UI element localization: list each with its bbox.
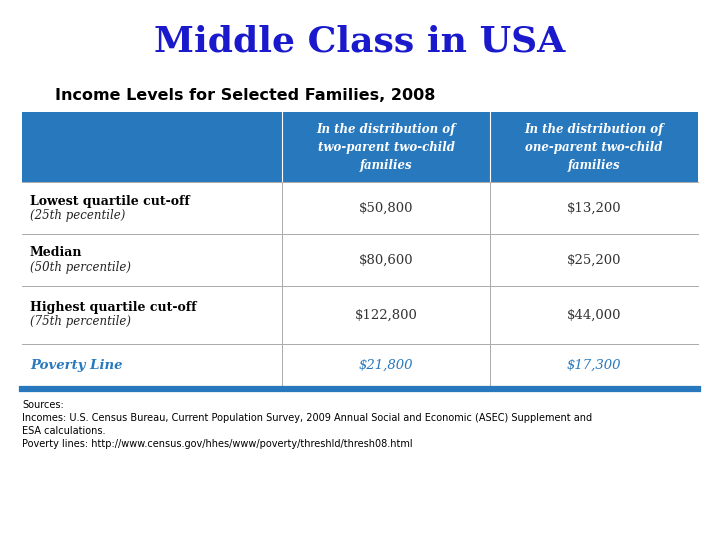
Text: Middle Class in USA: Middle Class in USA: [154, 25, 566, 59]
Text: $21,800: $21,800: [359, 359, 413, 372]
Text: Lowest quartile cut-off: Lowest quartile cut-off: [30, 194, 190, 207]
Text: $13,200: $13,200: [567, 201, 621, 214]
Text: ESA calculations.: ESA calculations.: [22, 426, 106, 436]
Text: $122,800: $122,800: [354, 308, 418, 321]
Text: In the distribution of
one-parent two-child
families: In the distribution of one-parent two-ch…: [524, 123, 663, 172]
Text: $50,800: $50,800: [359, 201, 413, 214]
Bar: [22, 234, 698, 286]
Bar: [22, 286, 698, 344]
Bar: [22, 344, 698, 386]
Text: Highest quartile cut-off: Highest quartile cut-off: [30, 301, 197, 314]
Text: (25th pecentile): (25th pecentile): [30, 208, 125, 221]
Text: Poverty Line: Poverty Line: [30, 359, 122, 372]
Text: Income Levels for Selected Families, 2008: Income Levels for Selected Families, 200…: [55, 87, 436, 103]
Text: Sources:: Sources:: [22, 400, 64, 410]
Text: (50th percentile): (50th percentile): [30, 260, 131, 273]
Text: Poverty lines: http://www.census.gov/hhes/www/poverty/threshld/thresh08.html: Poverty lines: http://www.census.gov/hhe…: [22, 439, 413, 449]
Text: (75th percentile): (75th percentile): [30, 315, 131, 328]
Text: $44,000: $44,000: [567, 308, 621, 321]
Text: Median: Median: [30, 246, 83, 260]
Text: $17,300: $17,300: [567, 359, 621, 372]
Bar: [22, 112, 698, 182]
Text: $25,200: $25,200: [567, 253, 621, 267]
Text: $80,600: $80,600: [359, 253, 413, 267]
Bar: [22, 182, 698, 234]
Text: In the distribution of
two-parent two-child
families: In the distribution of two-parent two-ch…: [317, 123, 456, 172]
Text: Incomes: U.S. Census Bureau, Current Population Survey, 2009 Annual Social and E: Incomes: U.S. Census Bureau, Current Pop…: [22, 413, 592, 423]
